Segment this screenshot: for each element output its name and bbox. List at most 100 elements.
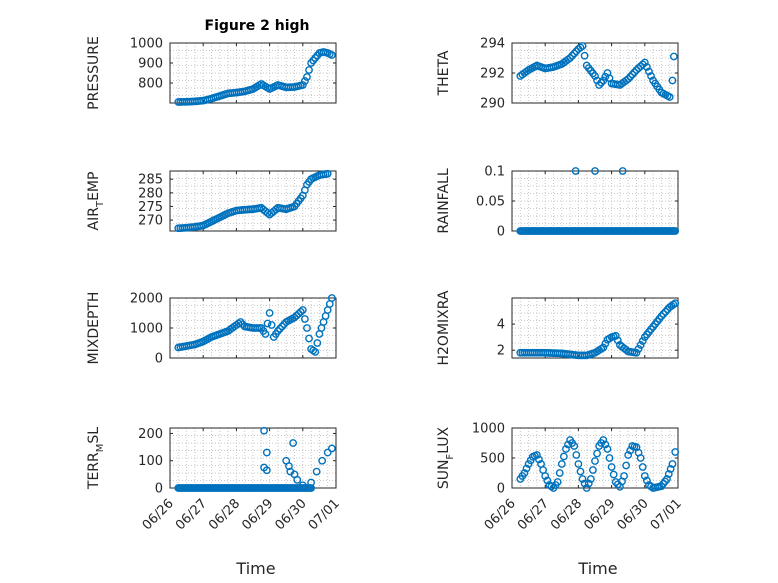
x-tick-label: 06/27 <box>173 496 210 533</box>
data-point <box>566 54 574 62</box>
data-point <box>622 461 631 470</box>
data-point <box>578 42 587 50</box>
data-point <box>571 167 580 175</box>
data-point <box>305 66 313 74</box>
data-point <box>311 348 320 356</box>
x-tick-label: 06/28 <box>548 496 585 533</box>
data-point <box>278 322 286 331</box>
data-point <box>663 475 671 483</box>
data-point <box>520 469 529 477</box>
data-point <box>303 73 311 81</box>
data-point <box>661 307 670 316</box>
figure-title: Figure 2 high <box>205 18 310 34</box>
data-point <box>591 167 599 175</box>
axes-box <box>511 297 679 359</box>
y-tick-label: 292 <box>480 67 505 82</box>
y-tick-label: 500 <box>480 452 505 467</box>
y-tick-label: 290 <box>480 97 505 112</box>
data-point <box>327 51 336 59</box>
pressure-panel: 800 900 1000 PRESSURE <box>86 36 337 110</box>
data-point <box>236 318 245 326</box>
data-point <box>611 331 620 340</box>
data-point <box>300 77 309 85</box>
x-axis-label-right: Time <box>577 559 617 578</box>
data-point <box>620 472 628 480</box>
data-point <box>293 475 302 484</box>
data-point <box>638 337 647 345</box>
data-point <box>593 449 601 458</box>
x-tick-label: 06/30 <box>615 496 652 533</box>
data-point <box>671 299 680 308</box>
data-point <box>597 78 606 87</box>
data-point <box>665 93 674 101</box>
data-point <box>595 81 604 89</box>
y-tick-label: 0 <box>497 482 505 497</box>
x-tick-label: 06/26 <box>140 496 177 533</box>
y-tick-label: 275 <box>138 200 163 215</box>
data-point <box>541 472 550 480</box>
y-tick-label: 1000 <box>130 37 163 52</box>
data-point <box>666 465 675 473</box>
y-axis-label: RAINFALL <box>436 168 452 233</box>
data-point <box>638 463 647 471</box>
y-tick-label: 800 <box>138 77 163 92</box>
data-point <box>522 464 531 473</box>
y-tick-label: 1000 <box>130 322 163 337</box>
data-point <box>555 469 564 477</box>
y-axis-label: TERRMSL <box>86 427 106 490</box>
data-point <box>262 448 271 457</box>
data-point <box>307 478 315 487</box>
y-axis-label: THETA <box>436 50 452 96</box>
data-point <box>671 227 680 235</box>
data-point <box>628 70 637 79</box>
data-point <box>568 51 577 60</box>
y-axis-label: H2OMIXRA <box>436 290 452 365</box>
x-tick-label: 06/27 <box>515 496 552 533</box>
data-point <box>327 444 336 453</box>
data-point <box>645 67 653 76</box>
y-tick-label: 100 <box>138 454 163 469</box>
data-point <box>260 426 268 435</box>
x-tick-label: 06/26 <box>482 496 519 533</box>
data-point <box>273 327 282 335</box>
x-tick-label: 07/01 <box>306 496 343 533</box>
data-point <box>634 344 643 353</box>
data-point <box>327 294 336 302</box>
y-tick-label: 1000 <box>472 422 505 437</box>
x-tick-label: 06/30 <box>273 496 310 533</box>
data-point <box>303 324 311 332</box>
y-tick-label: 0.05 <box>476 195 505 210</box>
data-point <box>605 454 614 462</box>
data-point <box>589 466 597 474</box>
data-point <box>276 324 284 333</box>
data-point <box>570 49 579 58</box>
data-point <box>613 336 622 345</box>
data-point <box>323 169 332 178</box>
data-point <box>323 448 332 457</box>
data-point <box>668 460 677 468</box>
data-point <box>591 72 599 80</box>
y-tick-label: 0 <box>155 352 163 367</box>
data-point <box>607 463 616 471</box>
data-point <box>296 307 305 316</box>
y-axis-label: AIRTEMP <box>86 172 106 231</box>
x-tick-label: 06/29 <box>581 496 618 533</box>
data-point <box>307 484 315 492</box>
data-point <box>263 319 272 328</box>
data-point <box>671 448 680 456</box>
data-point <box>669 300 678 309</box>
data-point <box>609 470 618 479</box>
data-point <box>580 479 589 488</box>
data-point <box>636 341 645 349</box>
y-axis-label: PRESSURE <box>86 36 102 110</box>
data-point <box>261 330 270 338</box>
data-point <box>601 72 610 81</box>
data-point <box>586 475 595 483</box>
data-point <box>657 312 666 321</box>
y-tick-label: 280 <box>138 186 163 201</box>
data-point <box>640 58 649 67</box>
data-point <box>584 479 593 488</box>
